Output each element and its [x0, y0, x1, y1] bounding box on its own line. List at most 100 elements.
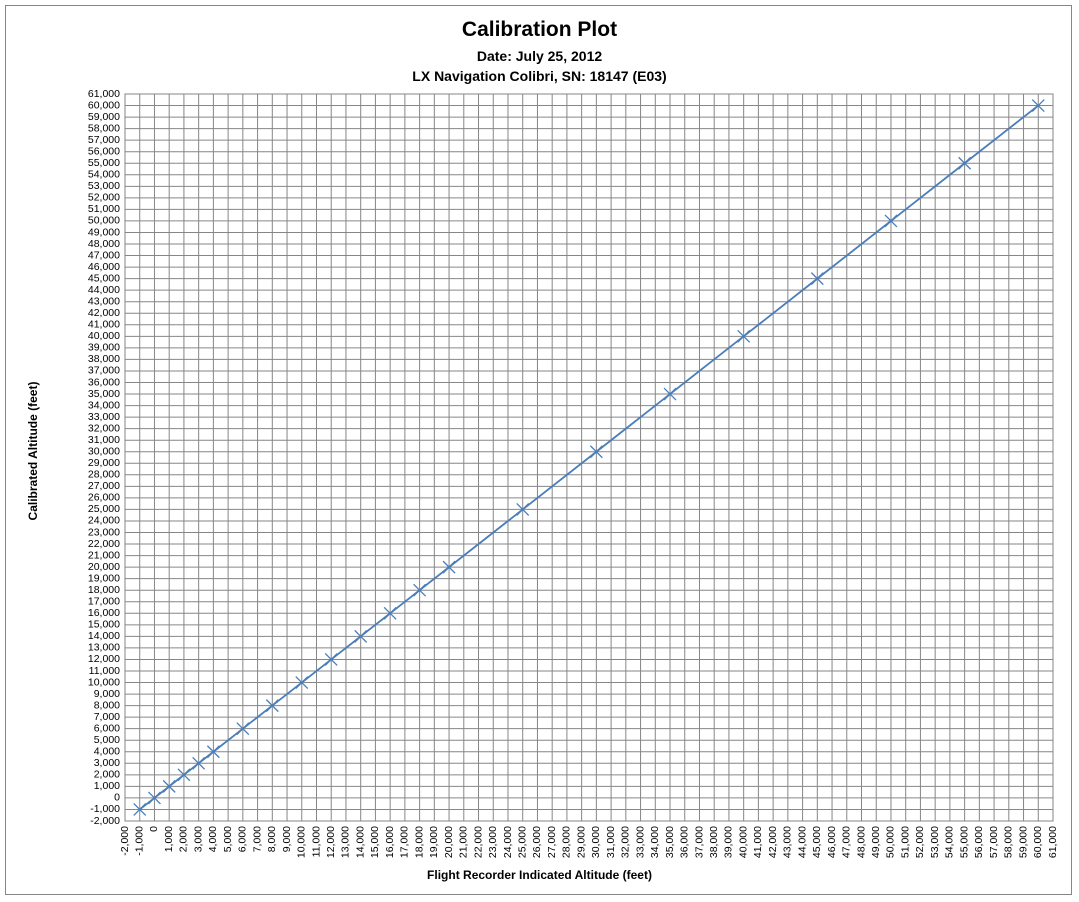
x-tick-label: 46,000: [826, 826, 838, 858]
y-tick-label: 0: [114, 792, 120, 804]
x-tick-label: 23,000: [487, 826, 499, 858]
data-point-marker: [589, 445, 603, 459]
x-tick-label: 20,000: [443, 826, 455, 858]
y-tick-label: 33,000: [88, 411, 120, 423]
x-tick-label: 31,000: [605, 826, 617, 858]
x-tick-label: 1,000: [163, 826, 175, 852]
x-tick-label: 41,000: [752, 826, 764, 858]
data-point-marker: [133, 803, 147, 816]
x-tick-label: 44,000: [796, 826, 808, 858]
x-tick-label: 39,000: [723, 826, 735, 858]
y-tick-label: 61,000: [88, 88, 120, 100]
y-tick-label: 1,000: [94, 780, 120, 792]
x-tick-label: 24,000: [502, 826, 514, 858]
y-tick-label: 8,000: [94, 699, 120, 711]
x-tick-label: 38,000: [708, 826, 720, 858]
x-tick-label: 48,000: [855, 826, 867, 858]
y-tick-label: 52,000: [88, 192, 120, 204]
y-tick-label: 46,000: [88, 261, 120, 273]
y-tick-label: 48,000: [88, 238, 120, 250]
y-tick-label: 47,000: [88, 249, 120, 261]
y-tick-label: 34,000: [88, 399, 120, 411]
chart-frame: [5, 5, 1072, 895]
y-tick-label: 28,000: [88, 469, 120, 481]
y-tick-label: 55,000: [88, 157, 120, 169]
data-point-marker: [206, 745, 220, 759]
y-tick-label: 37,000: [88, 365, 120, 377]
y-tick-label: 29,000: [88, 457, 120, 469]
x-tick-label: 49,000: [870, 826, 882, 858]
data-point-marker: [324, 652, 338, 666]
x-tick-label: 60,000: [1032, 826, 1044, 858]
x-tick-label: 45,000: [811, 826, 823, 858]
y-tick-label: 42,000: [88, 307, 120, 319]
y-tick-label: 58,000: [88, 122, 120, 134]
y-tick-label: 6,000: [94, 722, 120, 734]
y-tick-label: 41,000: [88, 319, 120, 331]
x-tick-label: 32,000: [620, 826, 632, 858]
x-tick-label: 6,000: [237, 826, 249, 852]
x-tick-label: -2,000: [119, 826, 131, 856]
y-tick-label: 39,000: [88, 342, 120, 354]
x-tick-label: 4,000: [207, 826, 219, 852]
x-tick-label: 8,000: [266, 826, 278, 852]
y-tick-label: 7,000: [94, 711, 120, 723]
x-tick-label: 56,000: [973, 826, 985, 858]
x-tick-label: 43,000: [782, 826, 794, 858]
x-tick-label: 61,000: [1047, 826, 1059, 858]
x-tick-label: 34,000: [649, 826, 661, 858]
x-tick-label: 52,000: [914, 826, 926, 858]
y-tick-label: 36,000: [88, 376, 120, 388]
data-point-marker: [162, 779, 176, 793]
x-tick-label: 40,000: [737, 826, 749, 858]
data-point-marker: [177, 768, 191, 782]
y-tick-label: 5,000: [94, 734, 120, 746]
y-tick-label: 27,000: [88, 480, 120, 492]
y-tick-label: 45,000: [88, 272, 120, 284]
data-point-marker: [265, 699, 279, 713]
y-tick-label: 38,000: [88, 353, 120, 365]
x-tick-label: 28,000: [561, 826, 573, 858]
y-tick-label: 4,000: [94, 746, 120, 758]
y-tick-label: 14,000: [88, 630, 120, 642]
chart-title: Calibration Plot: [461, 18, 618, 41]
x-tick-label: 58,000: [1003, 826, 1015, 858]
data-point-marker: [295, 676, 309, 689]
x-tick-label: 14,000: [354, 826, 366, 858]
y-tick-label: 32,000: [88, 422, 120, 434]
chart-subtitle-device: LX Navigation Colibri, SN: 18147 (E03): [412, 68, 667, 84]
y-tick-label: 20,000: [88, 561, 120, 573]
x-tick-label: 17,000: [399, 826, 411, 858]
data-point-marker: [516, 502, 530, 516]
x-tick-label: 21,000: [458, 826, 470, 858]
x-tick-label: 13,000: [340, 826, 352, 858]
x-tick-label: 53,000: [929, 826, 941, 858]
y-tick-label: 57,000: [88, 134, 120, 146]
y-tick-label: 23,000: [88, 526, 120, 538]
data-point-marker: [236, 722, 250, 736]
x-tick-label: 16,000: [384, 826, 396, 858]
x-tick-label: -1,000: [134, 826, 146, 856]
y-tick-label: 2,000: [94, 769, 120, 781]
y-tick-label: 40,000: [88, 330, 120, 342]
data-point-marker: [148, 791, 161, 805]
x-tick-label: 7,000: [251, 826, 263, 852]
data-point-marker: [192, 756, 206, 770]
y-tick-label: 16,000: [88, 607, 120, 619]
x-tick-label: 50,000: [885, 826, 897, 858]
x-tick-label: 30,000: [590, 826, 602, 858]
x-tick-label: 55,000: [958, 826, 970, 858]
y-tick-label: 49,000: [88, 226, 120, 238]
x-tick-label: 5,000: [222, 826, 234, 852]
y-tick-label: 56,000: [88, 145, 120, 157]
y-tick-label: 11,000: [89, 665, 120, 677]
y-tick-label: 22,000: [88, 538, 120, 550]
y-tick-label: -1,000: [90, 803, 120, 815]
data-point-marker: [663, 387, 677, 401]
data-point-marker: [442, 560, 456, 574]
y-tick-label: 12,000: [88, 653, 120, 665]
y-tick-label: 54,000: [88, 169, 120, 181]
x-axis-title: Flight Recorder Indicated Altitude (feet…: [427, 868, 652, 882]
y-tick-label: 43,000: [88, 295, 120, 307]
